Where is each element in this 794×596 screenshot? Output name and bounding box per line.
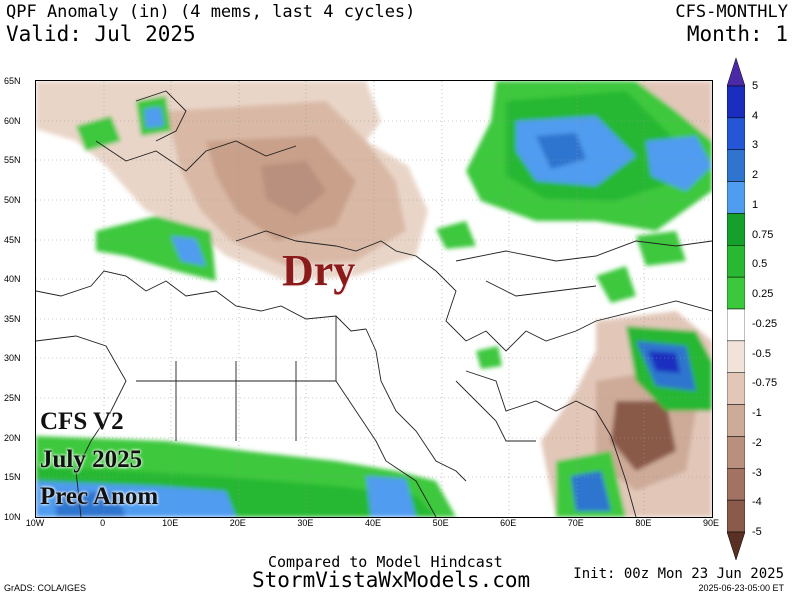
lat-label: 25N bbox=[4, 393, 21, 404]
lat-label: 65N bbox=[4, 76, 21, 86]
colorbar-label: -5 bbox=[752, 526, 762, 538]
lon-label: 20E bbox=[229, 518, 246, 528]
colorbar-label: 3 bbox=[752, 139, 759, 152]
lon-label: 40E bbox=[364, 518, 382, 528]
graticule bbox=[36, 81, 712, 517]
colorbar-label: 4 bbox=[752, 109, 759, 122]
colorbar-bin bbox=[727, 117, 745, 150]
colorbar-label: -0.5 bbox=[752, 347, 771, 360]
colorbar-label: -0.25 bbox=[752, 317, 778, 330]
lat-label: 45N bbox=[4, 234, 21, 245]
colorbar-label: -2 bbox=[752, 436, 762, 449]
lon-label: 90E bbox=[702, 518, 720, 528]
overlay-model-label: CFS V2 bbox=[40, 408, 124, 435]
colorbar-label: -0.75 bbox=[752, 377, 778, 390]
anomaly-fields bbox=[36, 81, 712, 517]
lon-label: 60E bbox=[500, 518, 517, 528]
lat-label: 10N bbox=[4, 512, 21, 522]
colorbar-bin bbox=[727, 436, 745, 469]
init-time: Init: 00z Mon 23 Jun 2025 bbox=[573, 566, 784, 582]
site-name: StormVistaWxModels.com bbox=[252, 568, 531, 592]
colorbar-bin bbox=[727, 372, 745, 405]
lat-label: 35N bbox=[4, 313, 21, 324]
hindcast-note: Compared to Model Hindcast bbox=[268, 553, 503, 571]
colorbar-bin bbox=[727, 276, 745, 310]
coastlines-borders bbox=[35, 90, 713, 518]
colorbar-label: 0.75 bbox=[752, 228, 774, 241]
colorbar-bin bbox=[727, 499, 745, 533]
colorbar bbox=[727, 58, 745, 560]
colorbar-min-arrow bbox=[727, 531, 745, 560]
lon-label: 50E bbox=[432, 518, 449, 528]
colorbar-label: 5 bbox=[752, 80, 759, 92]
overlay-field-label: Prec Anom bbox=[40, 483, 159, 510]
colorbar-label: 1 bbox=[752, 198, 759, 211]
forecast-month: Month: 1 bbox=[686, 22, 788, 46]
timestamp: 2025-06-23-05:00 ET bbox=[698, 583, 784, 593]
colorbar-label: 0.5 bbox=[752, 258, 768, 271]
lat-label: 40N bbox=[4, 274, 21, 285]
model-name: CFS-MONTHLY bbox=[675, 2, 788, 22]
map-canvas bbox=[35, 81, 713, 518]
lon-label: 70E bbox=[567, 518, 584, 528]
lat-label: 30N bbox=[4, 353, 21, 364]
colorbar-bin bbox=[727, 149, 745, 182]
colorbar-label: -1 bbox=[752, 407, 762, 420]
colorbar-bin bbox=[727, 181, 745, 214]
colorbar-label: 0.25 bbox=[752, 288, 774, 301]
lat-label: 55N bbox=[4, 155, 21, 166]
grads-credit: GrADS: COLA/IGES bbox=[4, 583, 87, 593]
lon-label: 30E bbox=[297, 518, 314, 528]
lat-label: 50N bbox=[4, 194, 21, 205]
lat-label: 20N bbox=[4, 432, 21, 443]
colorbar-label: -3 bbox=[752, 466, 762, 479]
colorbar-label: 2 bbox=[752, 169, 759, 182]
lat-label: 60N bbox=[4, 115, 21, 126]
colorbar-bin bbox=[727, 340, 745, 373]
colorbar-bin bbox=[727, 213, 745, 246]
overlay-date-label: July 2025 bbox=[40, 446, 143, 473]
lon-label: 80E bbox=[635, 518, 652, 528]
lat-label: 15N bbox=[4, 472, 21, 483]
colorbar-max-arrow bbox=[727, 58, 745, 87]
lon-label: 10W bbox=[25, 518, 45, 528]
map-title: QPF Anomaly (in) (4 mems, last 4 cycles) bbox=[6, 2, 416, 22]
colorbar-label: -4 bbox=[752, 496, 762, 509]
dry-annotation: Dry bbox=[282, 246, 356, 295]
colorbar-bin bbox=[727, 85, 745, 119]
colorbar-bin bbox=[727, 308, 745, 342]
valid-period: Valid: Jul 2025 bbox=[6, 22, 196, 46]
colorbar-bin bbox=[727, 468, 745, 501]
precip-anomaly-map: Dry bbox=[35, 80, 713, 518]
lon-label: 0 bbox=[100, 518, 106, 528]
colorbar-bin bbox=[727, 245, 745, 278]
lon-label: 10E bbox=[162, 518, 179, 528]
colorbar-bin bbox=[727, 404, 745, 437]
